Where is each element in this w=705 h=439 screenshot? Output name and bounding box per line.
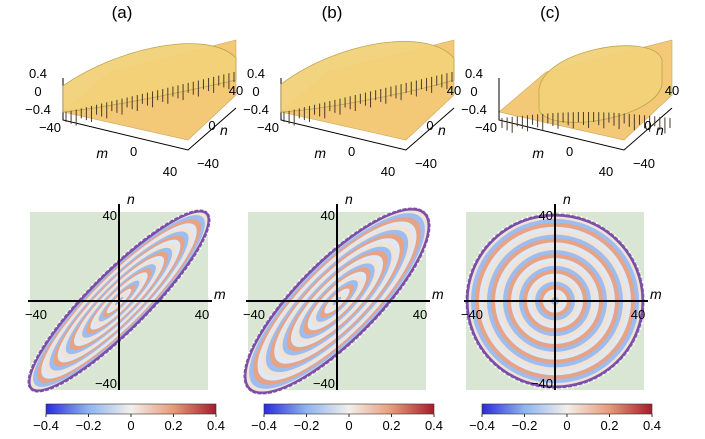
- colorbar-tick-label: −0.4: [33, 418, 59, 433]
- panel-a: (a) 0.4 0 −0.4 −40 0 40 m 40 0 −40 n n m −40 40 40 −40 −0.…: [25, 3, 243, 433]
- colorbar-tick-label: 0.2: [382, 418, 400, 433]
- panel-b: (b) 0.4 0 −0.4 −40 0 40 m 40 0 −40 n n m −40 40 40 −40 −0.…: [242, 3, 461, 433]
- colorbar-tick-label: 0: [345, 418, 352, 433]
- colorbar-gradient: [45, 403, 217, 415]
- m-tick-label: 0: [348, 144, 355, 159]
- surface-plot: 0.4 0 −0.4 −40 0 40 m 40 0 −40 n: [461, 39, 679, 179]
- n-axis-label: n: [127, 191, 135, 207]
- z-tick-label: 0: [470, 84, 477, 99]
- boundary-dots: [242, 206, 432, 396]
- density-boundary: [27, 209, 211, 393]
- density-plot: n m −40 40 40 −40: [242, 191, 444, 396]
- m-tick-label: −40: [475, 120, 497, 135]
- colorbar-gradient: [263, 403, 435, 415]
- n-tick-label: −40: [197, 156, 219, 171]
- colorbar: −0.4 −0.2 0 0.2 0.4: [33, 403, 225, 433]
- z-tick-label: 0.4: [247, 66, 265, 81]
- colorbar-tick-label: −0.4: [251, 418, 277, 433]
- z-tick-label: −0.4: [461, 102, 487, 117]
- z-tick-label: 0.4: [29, 66, 47, 81]
- colorbar-tick-label: −0.2: [294, 418, 320, 433]
- surface-plot: 0.4 0 −0.4 −40 0 40 m 40 0 −40 n: [25, 39, 243, 179]
- n-tick-label: 40: [539, 208, 553, 223]
- n-tick-label: −40: [633, 156, 655, 171]
- n-tick-label: 0: [208, 118, 215, 133]
- n-tick-label: −40: [95, 376, 117, 391]
- n-tick-label: 40: [447, 83, 461, 98]
- n-tick-label: 40: [229, 83, 243, 98]
- n-axis-label: n: [345, 191, 353, 207]
- surface-ridge: [538, 45, 663, 123]
- colorbar-tick-label: 0.4: [207, 418, 225, 433]
- m-tick-label: 40: [381, 164, 395, 179]
- colorbar-gradient: [481, 403, 653, 415]
- m-tick-label: 40: [195, 307, 209, 322]
- m-tick-label: 40: [413, 307, 427, 322]
- n-tick-label: 0: [644, 118, 651, 133]
- n-tick-label: 0: [426, 118, 433, 133]
- n-axis-label: n: [563, 191, 571, 207]
- density-plot: n m −40 40 40 −40: [25, 191, 226, 394]
- n-tick-label: −40: [531, 376, 553, 391]
- n-tick-label: 40: [665, 83, 679, 98]
- panel-label: (b): [322, 3, 343, 22]
- z-tick-label: −0.4: [243, 102, 269, 117]
- colorbar-tick-label: −0.2: [76, 418, 102, 433]
- z-tick-label: −0.4: [25, 102, 51, 117]
- n-tick-label: 40: [103, 208, 117, 223]
- m-axis-label: m: [532, 145, 544, 161]
- colorbar: −0.4 −0.2 0 0.2 0.4: [469, 403, 661, 433]
- n-axis-label: n: [438, 122, 446, 138]
- n-tick-label: 40: [321, 208, 335, 223]
- density-boundary: [243, 207, 431, 395]
- panel-label: (a): [112, 3, 133, 22]
- m-tick-label: 0: [566, 144, 573, 159]
- colorbar-tick-label: −0.4: [469, 418, 495, 433]
- box-edges: [498, 78, 673, 151]
- n-tick-label: −40: [313, 376, 335, 391]
- m-tick-label: 40: [599, 164, 613, 179]
- density-ellipse: [464, 212, 646, 390]
- colorbar-tick-label: 0.4: [643, 418, 661, 433]
- colorbar-tick-label: 0.4: [425, 418, 443, 433]
- m-axis-label: m: [314, 145, 326, 161]
- panel-c: (c) 0.4 0 −0.4 −40 0 40 m 40 0 −40 n n m −40 40 40 −40 −0.…: [461, 3, 679, 433]
- m-tick-label: 40: [163, 164, 177, 179]
- m-tick-label: −40: [25, 307, 47, 322]
- surface-ridge: [280, 41, 455, 113]
- colorbar-tick-label: 0: [563, 418, 570, 433]
- density-plot: n m −40 40 40 −40: [461, 191, 662, 391]
- colorbar-tick-label: 0.2: [600, 418, 618, 433]
- colorbar-tick-label: −0.2: [512, 418, 538, 433]
- m-tick-label: −40: [243, 307, 265, 322]
- m-axis-label: m: [650, 286, 662, 302]
- colorbar-tick-label: 0: [127, 418, 134, 433]
- m-tick-label: −40: [461, 307, 483, 322]
- m-tick-label: −40: [257, 120, 279, 135]
- z-tick-label: 0.4: [465, 66, 483, 81]
- m-axis-label: m: [96, 145, 108, 161]
- boundary-dots: [26, 208, 212, 394]
- surface-plot: 0.4 0 −0.4 −40 0 40 m 40 0 −40 n: [243, 39, 461, 179]
- m-tick-label: 40: [631, 307, 645, 322]
- n-tick-label: −40: [415, 156, 437, 171]
- surface-ridge: [62, 43, 237, 113]
- panel-label: (c): [540, 3, 560, 22]
- m-axis-label: m: [214, 286, 226, 302]
- colorbar-tick-label: 0.2: [164, 418, 182, 433]
- z-tick-label: 0: [252, 84, 259, 99]
- n-axis-label: n: [656, 122, 664, 138]
- m-tick-label: −40: [39, 120, 61, 135]
- z-tick-label: 0: [34, 84, 41, 99]
- m-axis-label: m: [432, 286, 444, 302]
- m-tick-label: 0: [130, 144, 137, 159]
- n-axis-label: n: [220, 122, 228, 138]
- colorbar: −0.4 −0.2 0 0.2 0.4: [251, 403, 443, 433]
